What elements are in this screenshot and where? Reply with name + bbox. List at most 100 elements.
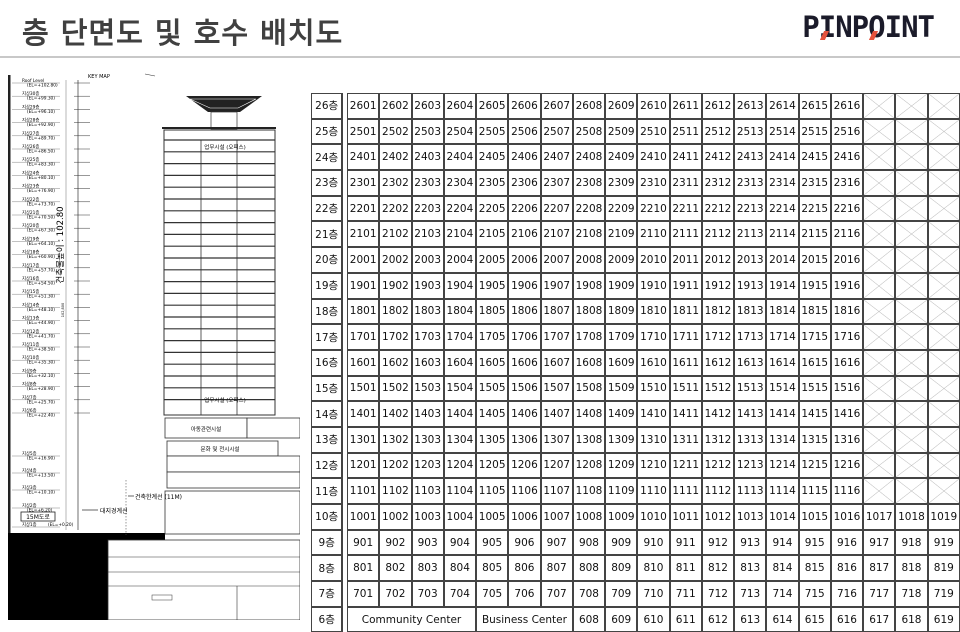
unit-cell: 1412 [701, 401, 735, 427]
floor-label: 18층 [311, 298, 343, 325]
unit-cell: 1313 [734, 426, 767, 453]
floor-label: 14층 [311, 401, 343, 427]
floor-label: 26층 [311, 93, 343, 119]
table-row: 6층 Community Center Business Center 608 609 6… [311, 606, 960, 632]
level-elevation: (EL=+83.30) [27, 162, 55, 168]
spacer [342, 324, 347, 350]
unit-cell: 1506 [508, 375, 541, 402]
unit-cell: 703 [411, 581, 444, 607]
unit-cell: 819 [927, 555, 960, 582]
level-name: 지상30층 [22, 90, 39, 97]
unit-cell: 2211 [669, 195, 702, 222]
unit-cell: 608 [572, 606, 606, 632]
unit-cell: 2207 [540, 195, 573, 222]
unit-cell: 1908 [572, 272, 606, 299]
unit-cell: 702 [379, 581, 412, 607]
unavailable-cell [863, 93, 896, 119]
unit-cell: 1512 [701, 375, 735, 402]
unit-cell: 1705 [476, 324, 509, 350]
unit-cell: 1614 [766, 349, 799, 376]
unit-cell: 2110 [637, 221, 670, 248]
unit-cell: 1413 [734, 401, 767, 427]
unavailable-cell [927, 478, 960, 504]
unavailable-cell [863, 144, 896, 171]
floor-label: 8층 [311, 555, 343, 582]
unit-cell: 1915 [798, 272, 831, 299]
unit-cell: 1403 [411, 401, 444, 427]
unit-cell: 2605 [476, 93, 509, 119]
floor-label: 19층 [311, 272, 343, 299]
unit-cell: 2313 [734, 170, 767, 196]
spacer [342, 93, 347, 119]
unavailable-cell [863, 324, 896, 350]
unit-cell: 1702 [379, 324, 412, 350]
unit-cell: 2409 [605, 144, 638, 171]
unit-cell: 1007 [540, 504, 573, 530]
level-name: 지상27층 [22, 130, 39, 137]
unit-cell: 1405 [476, 401, 509, 427]
unit-cell: 1315 [798, 426, 831, 453]
unit-cell: 2210 [637, 195, 670, 222]
unit-cell: 1516 [830, 375, 864, 402]
floor-label: 12층 [311, 452, 343, 479]
level-elevation: (EL=+22.40) [27, 413, 55, 419]
spacer [342, 452, 347, 479]
unit-cell: 904 [443, 529, 477, 556]
unavailable-cell [927, 375, 960, 402]
unit-cell: 2101 [347, 221, 380, 248]
level-elevation: (EL=+73.70) [27, 201, 55, 207]
unit-cell: 806 [508, 555, 541, 582]
unit-cell: 2602 [379, 93, 412, 119]
unit-cell: 1207 [540, 452, 573, 479]
unit-cell: 1304 [443, 426, 477, 453]
unavailable-cell [863, 272, 896, 299]
unit-cell: 917 [863, 529, 896, 556]
unit-cell: 1708 [572, 324, 606, 350]
level-name: 지상18층 [22, 249, 39, 256]
unit-cell: 1505 [476, 375, 509, 402]
unit-cell: 2416 [830, 144, 864, 171]
page-title: 층 단면도 및 호수 배치도 [22, 16, 344, 50]
unavailable-cell [895, 195, 928, 222]
spacer [342, 375, 347, 402]
unit-cell: 2014 [766, 247, 799, 273]
level-name: 지상10층 [22, 354, 39, 361]
unit-cell: 2012 [701, 247, 735, 273]
level-elevation: (EL=+0.20) [48, 522, 74, 528]
level-elevation: (EL=+70.50) [27, 215, 55, 221]
unit-cell: 1711 [669, 324, 702, 350]
level-elevation: (EL=+35.30) [27, 360, 55, 366]
spacer [342, 247, 347, 273]
unit-cell: 2015 [798, 247, 831, 273]
level-elevation: (EL=+80.10) [27, 175, 55, 181]
unit-cell: 1605 [476, 349, 509, 376]
unit-cell: 1802 [379, 298, 412, 325]
unit-cell: 2205 [476, 195, 509, 222]
unit-cell: 1504 [443, 375, 477, 402]
unit-cell: 1901 [347, 272, 380, 299]
unit-cell: 1101 [347, 478, 380, 504]
unit-cell: 1002 [379, 504, 412, 530]
unit-cell: 1712 [701, 324, 735, 350]
unit-cell: 2610 [637, 93, 670, 119]
table-row: 11층 1101 1102 1103 1104 1105 1106 1107 1108 1109 1… [311, 478, 960, 504]
floor-label: 16층 [311, 349, 343, 376]
level-name: 지상20층 [22, 222, 39, 229]
unit-cell: 2516 [830, 118, 864, 145]
level-name: 지상16층 [22, 275, 39, 282]
unit-cell: 805 [476, 555, 509, 582]
unit-cell: 1213 [734, 452, 767, 479]
level-name: 지상5층 [22, 450, 37, 457]
unit-cell: 615 [798, 606, 831, 632]
level-elevation: (EL=+10.10) [27, 490, 55, 496]
unavailable-cell [927, 272, 960, 299]
unit-cell: 1401 [347, 401, 380, 427]
road-box: 15M도로 [20, 511, 56, 522]
unit-cell: 2502 [379, 118, 412, 145]
unit-cell: 2509 [605, 118, 638, 145]
unit-cell: 2405 [476, 144, 509, 171]
unit-cell: 1914 [766, 272, 799, 299]
unit-cell: 2306 [508, 170, 541, 196]
level-elevation: (EL=+96.10) [27, 109, 55, 115]
floor-label: 24층 [311, 144, 343, 171]
